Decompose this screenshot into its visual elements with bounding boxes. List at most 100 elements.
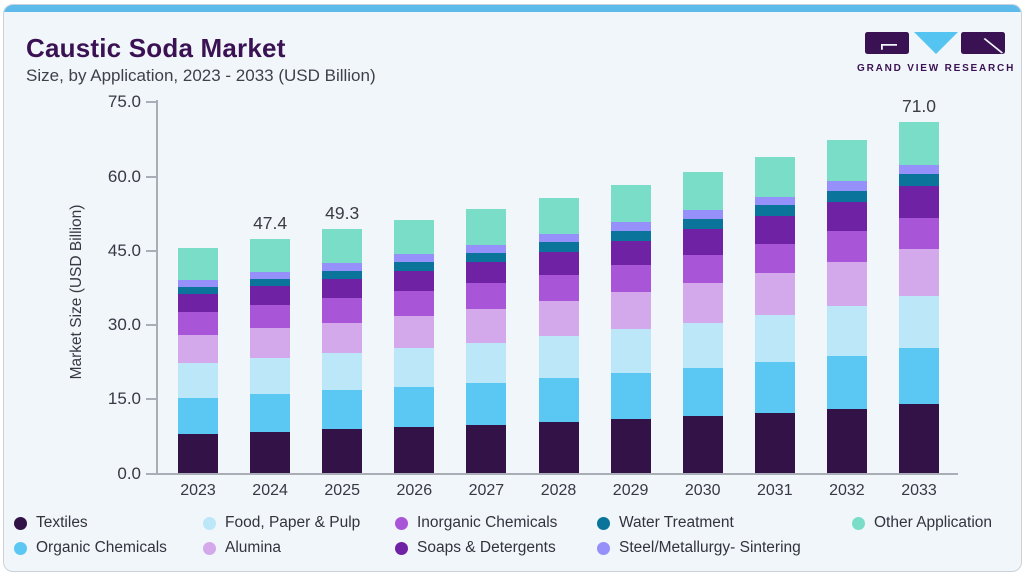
bar-segment-2027	[466, 308, 507, 343]
bar-segment-2031	[754, 205, 795, 217]
bar-segment-2025	[322, 353, 363, 391]
bar-segment-2026	[394, 348, 435, 387]
y-axis-tick	[146, 175, 157, 178]
bar-segment-2027	[466, 342, 507, 383]
bar-segment-2029	[610, 230, 651, 242]
bar-segment-2025	[322, 229, 363, 264]
gvr-logo-text: GRAND VIEW RESEARCH	[857, 63, 1016, 74]
gvr-logo-icon	[865, 32, 1005, 54]
bar-segment-2029	[610, 241, 651, 265]
bar-segment-2032	[826, 140, 867, 182]
bar-total-label-2033: 71.0	[901, 96, 937, 117]
bar-segment-2029	[610, 291, 651, 330]
bar-segment-2033	[899, 174, 939, 186]
bar-segment-2027	[466, 252, 507, 263]
y-axis-tick-label: 45.0	[107, 240, 141, 260]
bar-segment-2030	[682, 416, 723, 474]
bar-segment-2030	[682, 254, 723, 283]
bar-segment-2028	[538, 197, 579, 234]
bar-segment-2029	[610, 264, 651, 292]
bar-segment-2026	[394, 386, 435, 428]
bar-segment-2027	[466, 282, 507, 309]
x-axis-label-2033: 2033	[901, 482, 937, 499]
bar-segment-2023	[178, 397, 218, 434]
bar-segment-2031	[754, 216, 795, 244]
bar-segment-2023	[178, 312, 218, 335]
bar-total-label-2025: 49.3	[325, 203, 360, 224]
bar-total-label-2024: 47.4	[253, 212, 288, 233]
bar-segment-2026	[394, 254, 435, 263]
y-axis-line	[156, 100, 158, 475]
bar-segment-2033	[899, 122, 939, 165]
bar-segment-2029	[610, 185, 651, 223]
bar-segment-2033	[899, 185, 939, 218]
bar-segment-2026	[394, 316, 435, 349]
bar-segment-2032	[826, 305, 867, 356]
bar-segment-2032	[826, 190, 867, 202]
bar-segment-2023	[178, 334, 218, 364]
bar-segment-2025	[322, 322, 363, 354]
x-axis-label-2029: 2029	[612, 482, 649, 499]
bar-segment-2023	[178, 247, 218, 280]
bar-segment-2023	[178, 279, 218, 288]
y-axis-tick-label: 0.0	[117, 463, 141, 483]
bar-segment-2023	[178, 293, 218, 313]
x-axis-label-2028: 2028	[540, 482, 577, 499]
bar-segment-2026	[394, 262, 435, 272]
x-axis-label-2032: 2032	[829, 482, 865, 499]
bar-segment-2024	[250, 278, 291, 287]
x-axis-line	[156, 473, 958, 475]
bar-segment-2029	[610, 373, 651, 420]
bar-segment-2028	[538, 242, 579, 253]
x-axis-label-2030: 2030	[684, 482, 721, 499]
bar-segment-2031	[754, 273, 795, 315]
y-axis-tick	[146, 398, 157, 401]
bar-segment-2024	[250, 238, 291, 272]
bar-segment-2031	[754, 243, 795, 274]
bar-segment-2032	[826, 408, 867, 474]
bar-segment-2026	[394, 219, 435, 255]
bar-segment-2033	[899, 249, 939, 296]
bar-segment-2031	[754, 196, 795, 206]
bar-segment-2023	[178, 363, 218, 398]
bar-segment-2030	[682, 282, 723, 323]
bar-segment-2030	[682, 218, 723, 230]
bar-segment-2030	[682, 322, 723, 369]
bar-segment-2024	[250, 431, 291, 474]
y-axis-tick	[146, 249, 157, 252]
bar-segment-2031	[754, 412, 795, 474]
bar-segment-2030	[682, 368, 723, 417]
bar-segment-2026	[394, 427, 435, 474]
bar-segment-2030	[682, 229, 723, 255]
bar-segment-2024	[250, 394, 291, 432]
bar-segment-2033	[899, 164, 939, 174]
bar-segment-2027	[466, 209, 507, 245]
bar-segment-2032	[826, 261, 867, 306]
bar-segment-2025	[322, 270, 363, 279]
bar-segment-2028	[538, 422, 579, 474]
bar-segment-2028	[538, 336, 579, 378]
bar-segment-2029	[610, 222, 651, 231]
bar-segment-2028	[538, 274, 579, 301]
y-axis-tick	[146, 324, 157, 326]
bar-segment-2023	[178, 287, 218, 294]
y-axis-tick-label: 75.0	[107, 92, 141, 112]
x-axis-label-2027: 2027	[468, 482, 505, 499]
bar-segment-2033	[899, 348, 939, 405]
bar-segment-2032	[826, 201, 867, 232]
y-axis-tick	[146, 101, 157, 104]
page-subtitle: Size, by Application, 2023 - 2033 (USD B…	[26, 66, 376, 85]
bar-segment-2024	[250, 286, 291, 306]
bar-segment-2026	[394, 271, 435, 292]
bar-segment-2031	[754, 362, 795, 413]
bar-segment-2027	[466, 382, 507, 425]
x-axis-label-2026: 2026	[396, 482, 433, 499]
bar-segment-2027	[466, 262, 507, 283]
bar-segment-2024	[250, 305, 291, 329]
y-axis-tick-label: 15.0	[107, 389, 141, 409]
bar-segment-2024	[250, 358, 291, 395]
bar-segment-2028	[538, 377, 579, 422]
bar-segment-2029	[610, 419, 651, 474]
